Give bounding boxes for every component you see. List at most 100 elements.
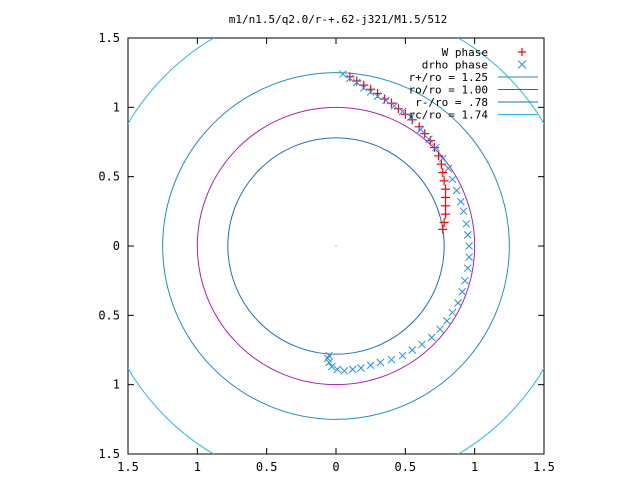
drho-phase-point (431, 143, 440, 152)
drho-phase-point (387, 355, 396, 364)
x-tick-label: 1.5 (117, 460, 139, 474)
drho-phase-point (376, 358, 385, 367)
drho-phase-point (352, 78, 361, 87)
w-phase-point (438, 224, 448, 234)
cross-b (452, 186, 461, 195)
chart-title: m1/n1.5/q2.0/r-+.62-j321/M1.5/512 (229, 13, 448, 26)
w-phase-point (439, 217, 449, 227)
drho-phase-point (416, 125, 425, 134)
cross-b (462, 219, 471, 228)
y-tick-label: 0.5 (98, 170, 120, 184)
cross-b (427, 333, 436, 342)
w-phase-point (420, 129, 430, 139)
drho-phase-point (333, 365, 342, 374)
drho-phase-point (443, 317, 451, 325)
drho-phase-point (448, 308, 457, 317)
cross-b (425, 135, 433, 144)
y-tick-label: 1 (113, 100, 120, 114)
cross-b (398, 107, 407, 116)
x-tick-label: 0.5 (256, 460, 278, 474)
cross-b (382, 96, 390, 105)
drho-phase-point (382, 96, 390, 105)
drho-phase-point (407, 113, 415, 121)
reference-circles (128, 38, 544, 454)
cross-b (376, 358, 385, 367)
drho-phase-point (418, 340, 426, 349)
w-phase-point (429, 143, 439, 153)
drho-phase-point (325, 358, 333, 367)
cross-b (327, 362, 336, 371)
drho-phase-point (373, 92, 382, 101)
cross-b (387, 355, 396, 364)
cross-b (340, 366, 349, 375)
cross-b (448, 308, 457, 317)
w-phase-point (436, 159, 446, 169)
legend-swatch (517, 60, 527, 69)
cross-b (465, 253, 473, 261)
cross-b (398, 351, 407, 360)
drho-phase-point (340, 366, 349, 375)
y-tick-label: 1 (113, 378, 120, 392)
drho-phase-point (425, 135, 433, 144)
cross-b (357, 364, 365, 372)
drho-phase-point (465, 253, 473, 261)
drho-phase-point (463, 231, 472, 239)
cross-b (458, 287, 467, 296)
cross-b (408, 346, 417, 354)
drho-phase-point (357, 364, 365, 372)
cross-b (348, 365, 357, 374)
drho-phase-point (398, 351, 407, 360)
x-tick-label: 0 (332, 460, 339, 474)
drho-phase-point (346, 74, 354, 83)
drho-phase-point (366, 88, 375, 96)
drho-phase-point (465, 242, 473, 250)
circle-rc-ro-1-74 (128, 38, 544, 454)
drho-phase-point (325, 351, 333, 360)
drho-phase-point (390, 102, 399, 110)
drho-phase-point (452, 186, 461, 195)
w-phase-point (439, 176, 449, 186)
legend-label: rc/ro = 1.74 (409, 109, 489, 122)
cross-b (517, 60, 527, 69)
cross-b (456, 197, 465, 206)
cross-b (418, 340, 426, 349)
drho-phase-point (463, 264, 472, 273)
drho-phase-point (436, 325, 444, 334)
axes: 1.5 1 0.5 0 0.5 1 1.51.510.500.511.5 (98, 31, 555, 474)
cross-b (443, 317, 451, 325)
circle-r-ro-1-25 (162, 72, 510, 420)
w-phase-point (441, 201, 451, 211)
cross-b (325, 351, 333, 360)
x-tick-label: 1.5 (533, 460, 555, 474)
cross-b (463, 264, 472, 273)
y-tick-label: 1.5 (98, 31, 120, 45)
drho-phase-point (339, 70, 347, 78)
drho-phase-point (461, 276, 469, 285)
w-phase-point (434, 151, 444, 161)
w-phase-point (441, 209, 451, 219)
cross-b (346, 74, 354, 83)
drho-phase-point (459, 207, 468, 216)
cross-b (461, 276, 469, 285)
drho-phase-point (327, 362, 336, 371)
legend-label: ro/ro = 1.00 (409, 84, 488, 97)
drho-phase-point (366, 361, 375, 370)
drho-phase-point (398, 107, 407, 116)
cross-b (448, 175, 457, 184)
cross-b (431, 143, 440, 152)
drho-phase-point (438, 154, 447, 163)
legend-swatch (518, 48, 526, 56)
legend-label: r-/ro = .78 (415, 96, 488, 109)
w-phase-point (393, 104, 403, 114)
y-tick-label: 0 (113, 239, 120, 253)
cross-b (352, 78, 361, 87)
legend-label: r+/ro = 1.25 (409, 71, 488, 84)
drho-phase-point (458, 287, 467, 296)
y-tick-label: 1.5 (98, 447, 120, 461)
cross-b (459, 207, 468, 216)
legend-label: W phase (442, 46, 488, 59)
drho-phase-point (462, 219, 471, 228)
drho-phase-point (348, 365, 357, 374)
w-phase-point (441, 192, 451, 202)
